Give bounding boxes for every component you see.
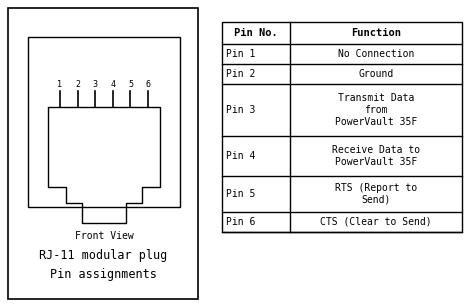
Text: Receive Data to
PowerVault 35F: Receive Data to PowerVault 35F xyxy=(332,145,420,167)
Text: RJ-11 modular plug
Pin assignments: RJ-11 modular plug Pin assignments xyxy=(39,249,167,281)
Text: Pin 2: Pin 2 xyxy=(226,69,255,79)
Text: 2: 2 xyxy=(75,80,80,89)
Text: RTS (Report to
Send): RTS (Report to Send) xyxy=(335,183,417,205)
Text: Transmit Data
from
PowerVault 35F: Transmit Data from PowerVault 35F xyxy=(335,93,417,126)
Text: 1: 1 xyxy=(57,80,63,89)
Bar xyxy=(8,8,198,299)
Text: Pin 6: Pin 6 xyxy=(226,217,255,227)
Text: 4: 4 xyxy=(110,80,115,89)
Text: Front View: Front View xyxy=(74,231,133,241)
Text: Pin 4: Pin 4 xyxy=(226,151,255,161)
Text: No Connection: No Connection xyxy=(338,49,414,59)
Text: CTS (Clear to Send): CTS (Clear to Send) xyxy=(320,217,432,227)
Text: 6: 6 xyxy=(146,80,151,89)
Text: Pin No.: Pin No. xyxy=(234,28,278,38)
Text: 3: 3 xyxy=(93,80,97,89)
Text: Pin 3: Pin 3 xyxy=(226,105,255,115)
Text: Function: Function xyxy=(351,28,401,38)
Bar xyxy=(222,22,462,232)
Text: Pin 5: Pin 5 xyxy=(226,189,255,199)
Text: Ground: Ground xyxy=(358,69,394,79)
Bar xyxy=(28,37,180,207)
Text: Pin 1: Pin 1 xyxy=(226,49,255,59)
Text: 5: 5 xyxy=(128,80,133,89)
